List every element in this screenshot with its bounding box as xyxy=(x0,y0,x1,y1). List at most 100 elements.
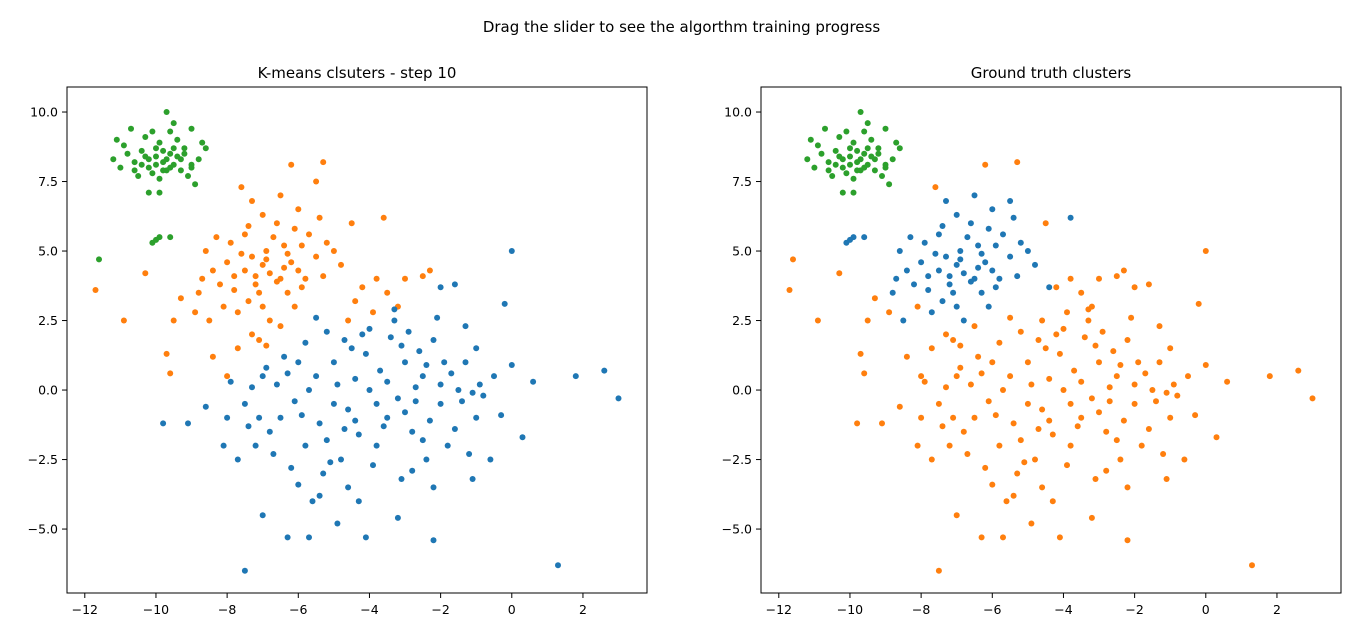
scatter-point xyxy=(879,173,885,179)
scatter-point xyxy=(380,214,387,221)
scatter-point xyxy=(167,164,174,171)
scatter-point xyxy=(957,342,964,349)
scatter-point xyxy=(964,451,971,457)
scatter-point xyxy=(1202,362,1209,368)
scatter-point xyxy=(1024,400,1031,407)
scatter-point xyxy=(170,317,177,324)
scatter-point xyxy=(412,384,419,391)
scatter-point xyxy=(1113,273,1120,280)
scatter-point xyxy=(366,325,373,332)
scatter-point xyxy=(241,267,248,274)
scatter-point xyxy=(1067,442,1074,449)
scatter-point xyxy=(370,309,376,316)
scatter-point xyxy=(195,289,202,296)
scatter-point xyxy=(391,317,398,324)
scatter-point xyxy=(409,428,416,435)
y-tick-label: −5.0 xyxy=(28,522,58,537)
scatter-point xyxy=(1007,373,1014,380)
scatter-point xyxy=(245,423,252,430)
scatter-point xyxy=(185,420,191,427)
scatter-point xyxy=(1039,317,1046,324)
scatter-point xyxy=(985,398,992,405)
scatter-point xyxy=(384,378,391,385)
scatter-point xyxy=(839,164,846,171)
scatter-point xyxy=(202,248,209,254)
scatter-point xyxy=(1167,345,1174,352)
scatter-point xyxy=(989,267,996,274)
scatter-point xyxy=(163,109,170,115)
scatter-point xyxy=(786,287,793,293)
scatter-point xyxy=(352,417,359,424)
scatter-point xyxy=(992,412,999,419)
scatter-point xyxy=(345,484,352,491)
scatter-point xyxy=(352,375,359,382)
x-tick-label: −12 xyxy=(72,602,98,617)
scatter-point xyxy=(181,145,188,152)
y-tick-label: 10.0 xyxy=(30,105,58,120)
scatter-point xyxy=(1060,387,1067,393)
scatter-point xyxy=(1060,325,1067,332)
scatter-point xyxy=(1156,323,1163,330)
scatter-point xyxy=(209,267,216,274)
scatter-point xyxy=(167,234,174,241)
scatter-point xyxy=(871,295,878,302)
scatter-point xyxy=(1135,359,1142,366)
scatter-point xyxy=(825,159,832,166)
scatter-point xyxy=(989,481,996,488)
scatter-point xyxy=(398,476,405,482)
scatter-point xyxy=(829,173,836,179)
scatter-point xyxy=(259,512,266,519)
scatter-point xyxy=(847,145,853,152)
plot-frame xyxy=(760,86,1342,594)
scatter-point xyxy=(338,456,344,463)
scatter-point xyxy=(1000,387,1006,393)
scatter-point xyxy=(982,161,989,168)
scatter-point xyxy=(1103,467,1110,474)
scatter-point xyxy=(217,281,223,288)
scatter-point xyxy=(341,337,348,343)
scatter-point xyxy=(384,414,391,421)
scatter-point xyxy=(263,256,270,263)
scatter-point xyxy=(868,136,875,143)
scatter-point xyxy=(1170,381,1177,388)
scatter-point xyxy=(1117,362,1124,368)
scatter-point xyxy=(430,337,437,343)
scatter-point xyxy=(847,236,853,243)
scatter-point xyxy=(1078,289,1085,296)
scatter-point xyxy=(1088,303,1095,310)
scatter-point xyxy=(501,300,508,307)
scatter-point xyxy=(508,248,515,254)
scatter-point xyxy=(149,128,156,135)
y-tick-label: 5.0 xyxy=(732,244,752,259)
x-tick-label: 0 xyxy=(1202,602,1210,617)
scatter-point xyxy=(1266,373,1273,380)
scatter-point xyxy=(473,414,480,421)
scatter-point xyxy=(946,273,953,280)
scatter-point xyxy=(889,156,896,163)
scatter-point xyxy=(1113,437,1120,444)
scatter-point xyxy=(1024,359,1031,366)
scatter-point xyxy=(238,184,245,191)
scatter-point xyxy=(434,314,441,321)
scatter-point xyxy=(234,456,241,463)
scatter-point xyxy=(935,231,942,238)
scatter-point xyxy=(142,270,149,277)
scatter-point xyxy=(302,442,309,449)
scatter-point xyxy=(1078,378,1085,385)
scatter-point xyxy=(1120,417,1127,424)
scatter-point xyxy=(893,275,900,282)
scatter-point xyxy=(854,147,861,154)
scatter-point xyxy=(921,378,928,385)
scatter-point xyxy=(128,125,134,132)
scatter-point xyxy=(1117,456,1124,463)
scatter-point xyxy=(419,273,426,280)
scatter-point xyxy=(259,303,266,310)
scatter-point xyxy=(900,317,907,324)
scatter-point xyxy=(982,259,989,266)
scatter-point xyxy=(249,384,255,391)
scatter-point xyxy=(1071,367,1078,374)
scatter-point xyxy=(1167,414,1174,421)
scatter-point xyxy=(790,256,796,263)
scatter-point xyxy=(1017,239,1024,246)
